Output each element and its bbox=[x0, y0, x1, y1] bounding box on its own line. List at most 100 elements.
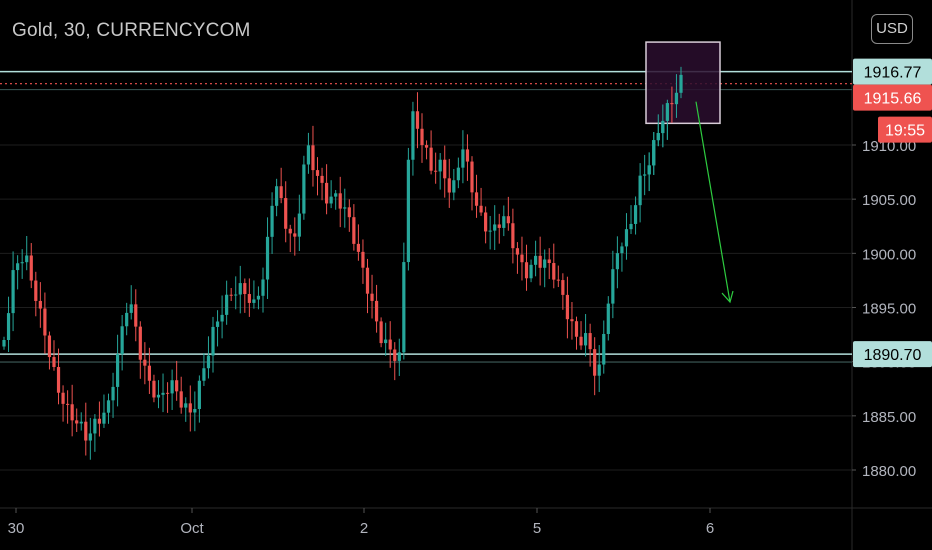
candle bbox=[311, 125, 315, 187]
candle bbox=[620, 242, 624, 272]
candle bbox=[11, 251, 15, 332]
candle bbox=[134, 289, 138, 342]
candle-body bbox=[284, 198, 288, 229]
candle bbox=[324, 164, 329, 215]
candle-body bbox=[70, 404, 74, 421]
support-price-label-bg bbox=[853, 341, 932, 368]
candle-body bbox=[502, 216, 506, 228]
down-arrow-annotation[interactable] bbox=[695, 101, 731, 303]
candle bbox=[384, 322, 388, 356]
candle-body bbox=[11, 270, 15, 314]
candle-body bbox=[615, 253, 619, 270]
candle bbox=[502, 205, 506, 237]
candle-body bbox=[593, 349, 597, 376]
candle-body bbox=[347, 207, 351, 218]
candle bbox=[143, 342, 147, 385]
candle-body bbox=[370, 293, 374, 301]
candle-body bbox=[384, 339, 388, 344]
candle bbox=[106, 393, 111, 424]
candle bbox=[452, 169, 456, 201]
candle-body bbox=[374, 300, 379, 322]
candle bbox=[365, 258, 370, 314]
candle-body bbox=[2, 339, 6, 347]
candle bbox=[529, 259, 533, 283]
candle bbox=[302, 155, 306, 220]
candle bbox=[434, 152, 438, 184]
candle-body bbox=[97, 418, 102, 424]
candle-body bbox=[56, 367, 61, 393]
candle-body bbox=[170, 380, 174, 394]
candle-body bbox=[138, 326, 142, 360]
candle-body bbox=[538, 255, 542, 268]
candle-body bbox=[361, 251, 365, 268]
candle-body bbox=[297, 213, 301, 237]
candle bbox=[66, 390, 70, 424]
candle-body bbox=[125, 312, 129, 327]
candle-body bbox=[120, 326, 124, 355]
candle bbox=[629, 205, 633, 235]
candle-body bbox=[275, 186, 279, 206]
candle-body bbox=[306, 145, 311, 165]
candle-body bbox=[143, 359, 147, 366]
y-tick-label: 1900.00 bbox=[862, 246, 916, 263]
candle bbox=[34, 271, 38, 317]
candle bbox=[70, 384, 74, 437]
candle-body bbox=[406, 159, 410, 263]
candle-body bbox=[552, 263, 556, 280]
candle bbox=[97, 401, 102, 437]
candle bbox=[156, 380, 161, 409]
candle bbox=[211, 316, 215, 373]
candle bbox=[515, 242, 520, 274]
candle-body bbox=[674, 92, 679, 105]
candle bbox=[152, 374, 156, 403]
candle-body bbox=[279, 186, 283, 199]
candle-body bbox=[411, 111, 415, 160]
candle bbox=[338, 176, 342, 228]
candle bbox=[161, 373, 165, 413]
candle-body bbox=[443, 159, 447, 179]
currency-button[interactable]: USD bbox=[871, 14, 913, 44]
candle-body bbox=[202, 368, 206, 381]
candle-body bbox=[588, 333, 592, 350]
candle bbox=[520, 236, 524, 281]
candle bbox=[265, 217, 270, 299]
resistance-price-label: 1916.77 bbox=[853, 58, 932, 85]
candle-body bbox=[25, 255, 29, 263]
candle-body bbox=[225, 294, 229, 315]
candle-body bbox=[438, 159, 442, 172]
candle bbox=[474, 174, 479, 218]
candle-body bbox=[79, 421, 83, 424]
candle-body bbox=[75, 420, 79, 424]
candle-body bbox=[393, 349, 397, 361]
candle bbox=[443, 145, 447, 198]
candle-body bbox=[52, 357, 56, 368]
candle-body bbox=[334, 193, 338, 197]
candle bbox=[256, 286, 261, 310]
candle-body bbox=[365, 267, 370, 294]
candle bbox=[288, 224, 292, 253]
candle-body bbox=[447, 178, 451, 193]
candle-body bbox=[661, 120, 665, 134]
candle bbox=[356, 224, 361, 261]
candle bbox=[225, 280, 229, 325]
candle bbox=[593, 337, 597, 396]
candle bbox=[252, 280, 256, 309]
candle-body bbox=[252, 299, 256, 303]
candle-body bbox=[397, 352, 401, 361]
support-price-label: 1890.70 bbox=[853, 341, 932, 368]
resistance-price-label-bg bbox=[853, 58, 932, 85]
candle-body bbox=[474, 192, 479, 206]
candle-body bbox=[497, 224, 501, 228]
candle-body bbox=[184, 403, 188, 408]
candle bbox=[115, 334, 120, 407]
candle bbox=[538, 236, 542, 286]
candle bbox=[279, 167, 283, 204]
candle-body bbox=[452, 180, 456, 193]
rectangle-annotation[interactable] bbox=[645, 41, 721, 125]
candle-body bbox=[134, 304, 138, 327]
candle bbox=[220, 295, 224, 339]
candle bbox=[275, 178, 279, 217]
candle-body bbox=[470, 161, 474, 193]
candle bbox=[429, 130, 433, 175]
